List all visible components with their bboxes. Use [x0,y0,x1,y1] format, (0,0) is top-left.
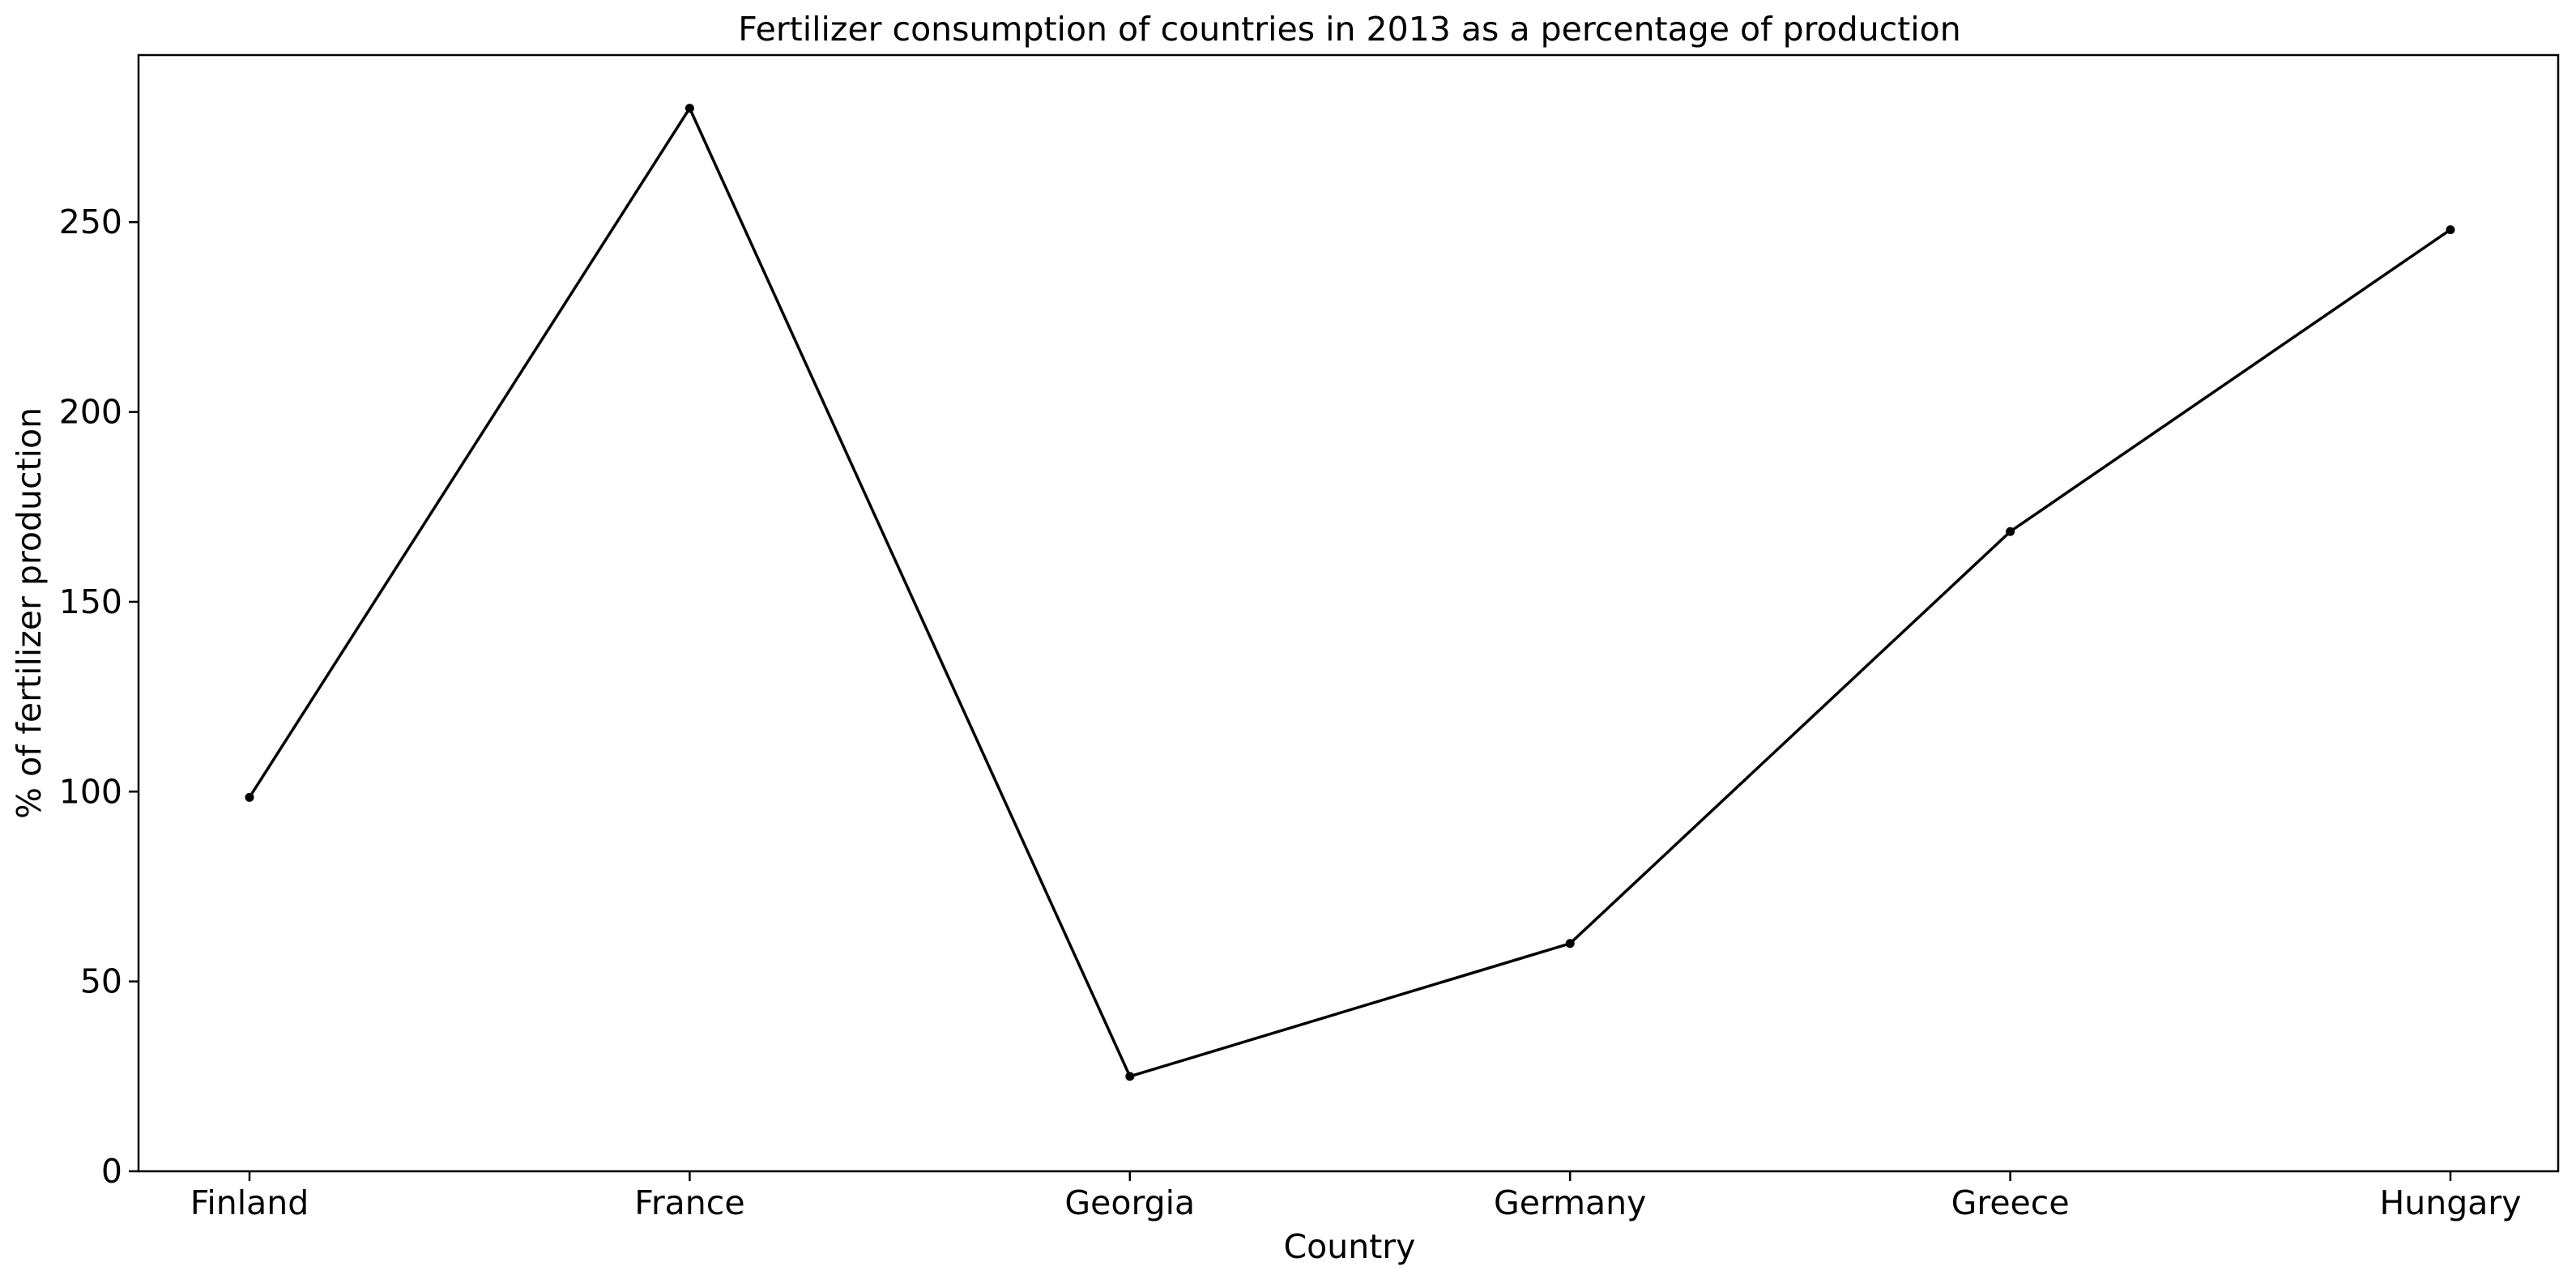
x-axis-label: Country [1284,1227,1416,1266]
x-tick-label: Georgia [1064,1183,1195,1222]
axes-frame [137,53,2560,1173]
y-tick-label: 250 [59,203,122,241]
y-axis-label: % of fertilizer production [10,407,49,819]
y-tick-label: 200 [59,393,122,432]
data-point-georgia [1125,1072,1135,1081]
data-point-greece [2006,527,2015,536]
plot-area [245,104,2455,1081]
y-tick-label: 150 [59,582,122,621]
x-tick-label: Hungary [2379,1183,2521,1222]
data-point-germany [1565,939,1575,949]
data-point-hungary [2446,225,2455,235]
x-axis-ticks: Finland France Georgia Germany Greece Hungary [190,1171,2522,1222]
x-tick-label: Germany [1494,1183,1646,1222]
y-axis-ticks: 0 50 100 150 200 250 [59,203,139,1191]
y-tick-label: 100 [59,772,122,811]
y-tick-label: 50 [80,962,122,1001]
x-tick-label: France [634,1183,744,1222]
y-tick-label: 0 [101,1152,122,1191]
series-line [248,106,2451,1078]
x-tick-label: Greece [1951,1183,2070,1222]
chart-title: Fertilizer consumption of countries in 2… [738,10,1961,49]
data-point-finland [245,792,254,802]
x-tick-label: Finland [190,1183,309,1222]
data-point-france [685,104,694,113]
